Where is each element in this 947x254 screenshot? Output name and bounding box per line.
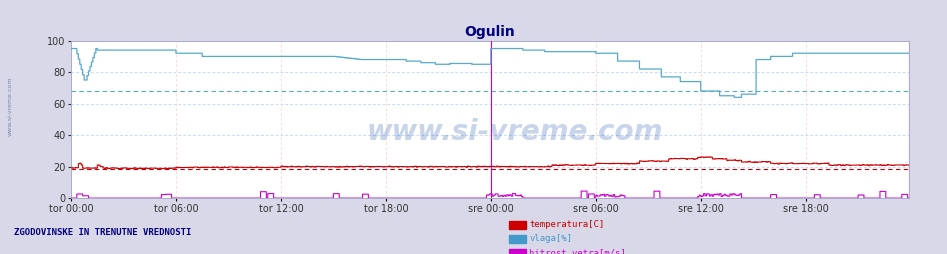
Text: www.si-vreme.com: www.si-vreme.com: [8, 77, 12, 136]
Text: hitrost vetra[m/s]: hitrost vetra[m/s]: [529, 248, 626, 254]
Text: www.si-vreme.com: www.si-vreme.com: [367, 118, 664, 146]
Text: vlaga[%]: vlaga[%]: [529, 234, 572, 243]
Text: ZGODOVINSKE IN TRENUTNE VREDNOSTI: ZGODOVINSKE IN TRENUTNE VREDNOSTI: [14, 228, 191, 237]
Text: temperatura[C]: temperatura[C]: [529, 220, 604, 229]
Title: Ogulin: Ogulin: [465, 25, 515, 39]
